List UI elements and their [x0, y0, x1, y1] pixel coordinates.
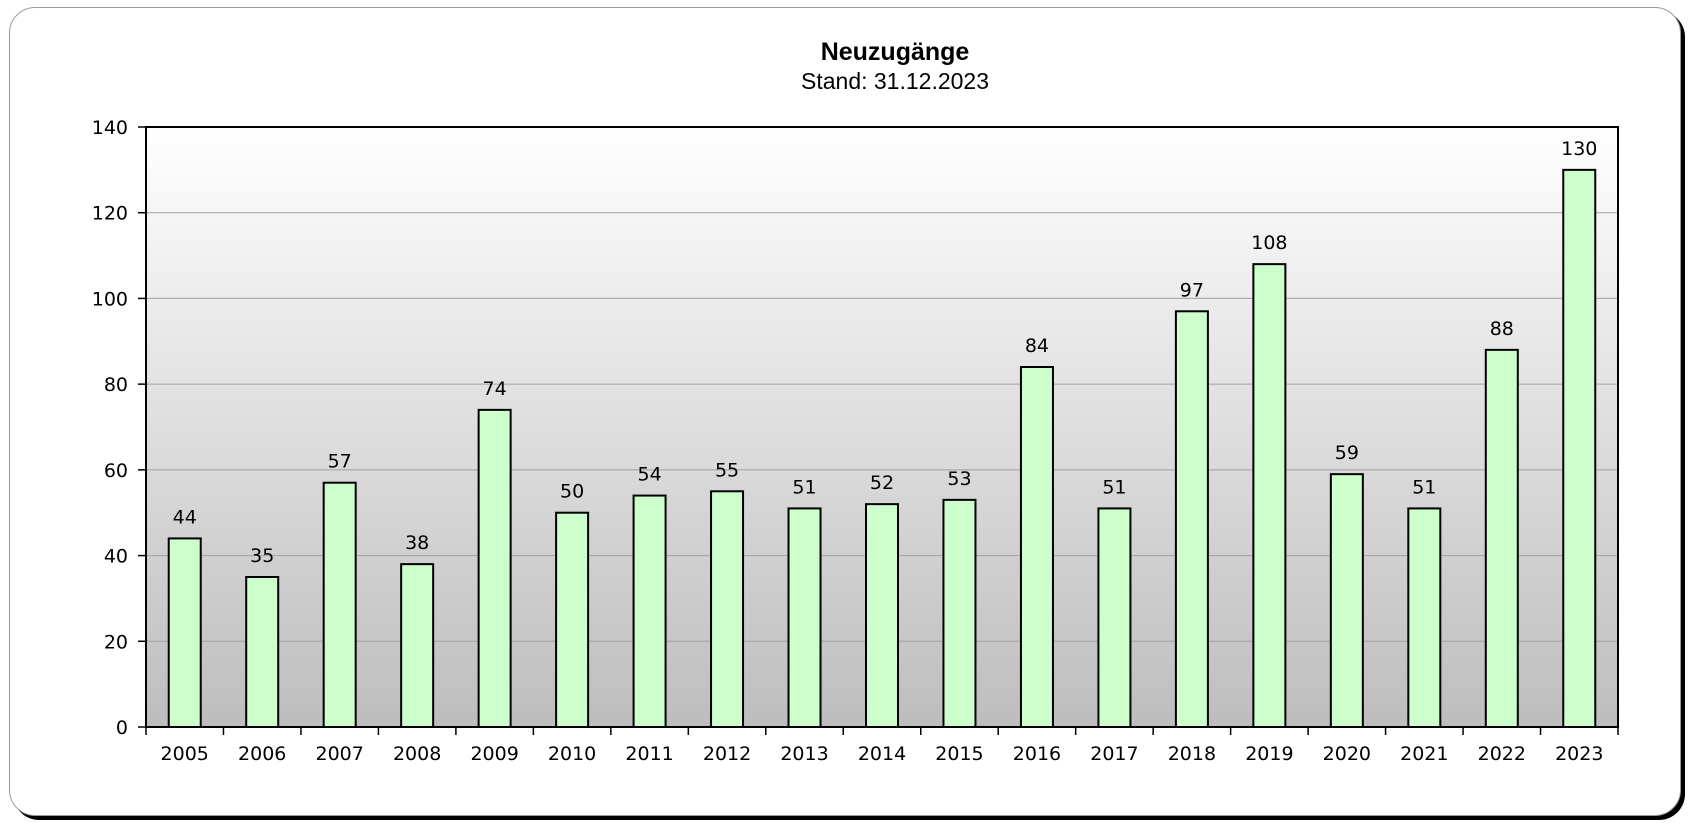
data-label: 55: [715, 459, 739, 481]
x-tick-label: 2014: [858, 743, 906, 765]
bar-2015: [942, 498, 977, 728]
x-tick-label: 2006: [238, 743, 286, 765]
y-tick-label: 120: [92, 203, 128, 225]
data-label: 84: [1025, 335, 1049, 357]
x-tick-label: 2015: [935, 743, 983, 765]
data-label: 35: [250, 545, 274, 567]
y-tick-label: 40: [104, 546, 128, 568]
bar-2017: [1097, 507, 1132, 728]
x-tick-label: 2018: [1168, 743, 1216, 765]
y-tick-label: 80: [104, 374, 128, 396]
bar-2019: [1252, 263, 1287, 728]
bar-2006: [245, 576, 280, 728]
x-tick-label: 2007: [316, 743, 364, 765]
data-label: 51: [1102, 476, 1126, 498]
data-label: 54: [637, 464, 661, 486]
bar-2012: [710, 490, 745, 728]
bar-2021: [1407, 507, 1442, 728]
y-tick-label: 0: [116, 717, 128, 739]
data-label: 44: [173, 506, 197, 528]
bar-2007: [322, 481, 357, 729]
bar-2022: [1484, 348, 1519, 728]
bar-2010: [555, 511, 590, 729]
chart-title: Neuzugänge: [821, 38, 970, 66]
axes: 0 20 40 60 80 100 120 140 2005 2006 2007 2008 2009 20…: [92, 117, 1619, 765]
data-label: 130: [1561, 138, 1597, 160]
data-label: 88: [1490, 318, 1514, 340]
x-tick-label: 2023: [1555, 743, 1603, 765]
data-label: 51: [1412, 476, 1436, 498]
data-label: 38: [405, 532, 429, 554]
x-tick-label: 2019: [1245, 743, 1293, 765]
bar-2014: [865, 503, 899, 728]
bar-2009: [477, 408, 512, 728]
x-tick-label: 2017: [1090, 743, 1138, 765]
bar-2005: [167, 537, 202, 729]
plot-border: [145, 126, 1619, 728]
x-tick-label: 2010: [548, 743, 596, 765]
y-tick-label: 140: [92, 117, 128, 139]
x-tick-label: 2013: [780, 743, 828, 765]
data-label: 59: [1335, 442, 1359, 464]
x-tick-label: 2008: [393, 743, 441, 765]
bar-2023: [1562, 168, 1597, 729]
bars: [167, 168, 1597, 729]
x-tick-label: 2009: [470, 743, 518, 765]
x-tick-label: 2021: [1400, 743, 1448, 765]
data-label: 108: [1251, 232, 1287, 254]
chart-subtitle: Stand: 31.12.2023: [801, 68, 989, 94]
bar-2018: [1174, 310, 1209, 728]
y-tick-label: 100: [92, 288, 128, 310]
bar-2013: [787, 507, 822, 728]
y-tick-label: 20: [104, 631, 128, 653]
data-label: 97: [1180, 279, 1204, 301]
y-tick-label: 60: [104, 460, 128, 482]
data-label: 74: [483, 378, 507, 400]
x-tick-label: 2016: [1013, 743, 1061, 765]
x-tick-label: 2005: [161, 743, 209, 765]
x-tick-label: 2012: [703, 743, 751, 765]
x-tick-label: 2022: [1478, 743, 1526, 765]
x-tick-label: 2011: [625, 743, 673, 765]
bar-2020: [1329, 473, 1364, 728]
data-label: 52: [870, 472, 894, 494]
bar-2016: [1019, 366, 1054, 728]
data-label: 51: [792, 476, 816, 498]
data-label: 53: [947, 468, 971, 490]
bar-2008: [400, 563, 435, 729]
data-label: 50: [560, 481, 584, 503]
bar-2011: [632, 494, 667, 729]
x-tick-label: 2020: [1323, 743, 1371, 765]
data-labels: 44 35 57 38 74 50 54 55 51 52 53 84 51 97 108 59 51 88 130: [173, 138, 1598, 567]
data-label: 57: [328, 451, 352, 473]
